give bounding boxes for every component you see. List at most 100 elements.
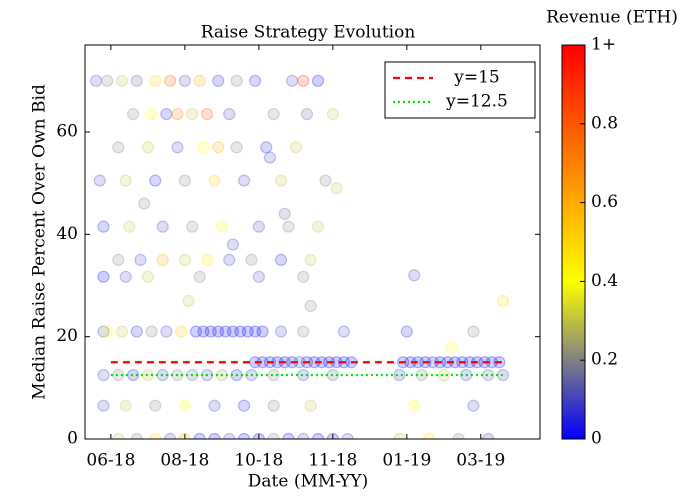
point	[130, 432, 143, 439]
point	[304, 299, 317, 313]
point	[200, 253, 214, 267]
legend-box	[384, 61, 536, 119]
point	[297, 270, 310, 283]
point	[311, 220, 325, 233]
point	[193, 432, 206, 439]
point	[123, 220, 136, 233]
point	[256, 325, 269, 338]
colorbar-tick-label: 0.4	[591, 271, 618, 291]
point	[97, 220, 110, 233]
point	[178, 253, 191, 267]
point	[223, 253, 236, 267]
colorbar	[561, 44, 586, 440]
point	[234, 325, 247, 338]
point	[237, 432, 251, 439]
point	[112, 432, 125, 439]
y-tick-label: 0	[67, 429, 78, 449]
point	[267, 399, 280, 412]
point	[171, 141, 184, 154]
point	[496, 294, 510, 307]
point	[467, 399, 480, 412]
point	[156, 220, 169, 233]
point	[260, 141, 273, 154]
point	[193, 270, 206, 283]
point	[326, 107, 339, 121]
point	[97, 368, 110, 382]
point	[304, 253, 317, 267]
point	[178, 174, 191, 187]
point	[226, 238, 240, 251]
point	[126, 107, 140, 121]
point	[278, 207, 291, 220]
point	[200, 107, 214, 121]
point	[182, 294, 195, 307]
point	[97, 399, 110, 412]
colorbar-tick-label: 0.6	[591, 192, 618, 212]
point	[212, 325, 225, 338]
point	[193, 74, 206, 87]
point	[93, 174, 106, 187]
point	[422, 432, 436, 439]
point	[97, 270, 110, 283]
y-tick-label: 60	[56, 121, 78, 141]
point	[245, 253, 258, 267]
y-axis-label: Median Raise Percent Over Own Bid	[30, 84, 50, 400]
point	[267, 368, 280, 382]
point	[304, 399, 317, 412]
legend-label: y=12.5	[445, 92, 508, 112]
point	[163, 432, 177, 439]
point	[467, 325, 480, 338]
point	[208, 174, 221, 187]
legend-label: y=15	[453, 68, 499, 88]
point	[237, 399, 251, 412]
point	[289, 141, 302, 154]
point	[267, 107, 280, 121]
point	[197, 325, 210, 338]
point	[212, 74, 225, 87]
point	[226, 325, 240, 338]
point	[197, 141, 210, 154]
x-tick-label: 03-19	[456, 451, 505, 471]
point	[145, 107, 158, 121]
point	[297, 74, 310, 87]
point	[186, 107, 199, 121]
point	[237, 174, 251, 187]
point	[138, 197, 151, 210]
point	[408, 399, 421, 412]
colorbar-label: Revenue (ETH)	[546, 8, 678, 28]
point	[149, 432, 162, 439]
point	[252, 220, 265, 233]
point	[297, 325, 310, 338]
point	[452, 432, 465, 439]
point	[175, 325, 188, 338]
point	[408, 269, 421, 282]
x-tick-label: 10-18	[234, 451, 283, 471]
point	[160, 107, 173, 121]
chart-title: Raise Strategy Evolution	[201, 23, 416, 43]
point	[215, 220, 228, 233]
point	[282, 220, 295, 233]
x-tick-label: 01-19	[382, 451, 431, 471]
point	[178, 74, 191, 87]
colorbar-tick-label: 0	[591, 429, 602, 449]
point	[149, 174, 162, 187]
point	[267, 432, 280, 439]
point	[89, 74, 103, 87]
points	[89, 74, 510, 439]
y-tick-label: 20	[56, 326, 78, 346]
point	[160, 325, 173, 338]
point	[241, 325, 254, 338]
point	[297, 432, 310, 439]
point	[274, 174, 288, 187]
point	[286, 74, 299, 87]
point	[156, 253, 169, 267]
point	[445, 340, 458, 353]
point	[437, 368, 450, 382]
x-tick-label: 06-18	[86, 451, 135, 471]
point	[119, 270, 132, 283]
point	[341, 432, 354, 439]
point	[101, 74, 114, 87]
point	[149, 399, 162, 412]
x-tick-label: 08-18	[160, 451, 209, 471]
point	[219, 325, 232, 338]
